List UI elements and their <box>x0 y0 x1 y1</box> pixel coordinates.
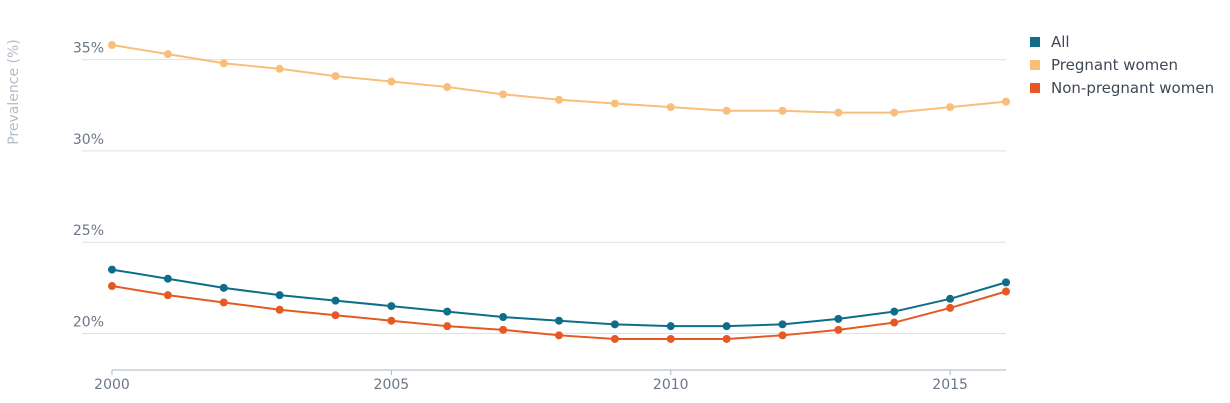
series-all <box>108 265 1010 331</box>
data-point-all-2011[interactable] <box>722 322 731 331</box>
data-point-non-pregnant-women-2003[interactable] <box>275 305 284 314</box>
data-point-non-pregnant-women-2015[interactable] <box>946 303 955 312</box>
legend-label-pregnant-women: Pregnant women <box>1051 56 1178 74</box>
y-axis: 20% 25% 30% 35% <box>73 41 104 331</box>
data-point-all-2012[interactable] <box>778 320 787 329</box>
data-point-all-2016[interactable] <box>1002 278 1010 287</box>
data-point-non-pregnant-women-2010[interactable] <box>666 334 675 343</box>
data-point-non-pregnant-women-2013[interactable] <box>834 325 843 334</box>
data-point-pregnant-women-2001[interactable] <box>163 50 172 59</box>
data-point-non-pregnant-women-2007[interactable] <box>499 325 508 334</box>
y-tick-label-35: 35% <box>73 41 104 57</box>
data-point-pregnant-women-2008[interactable] <box>555 95 563 104</box>
y-tick-label-20: 20% <box>73 314 104 330</box>
legend-label-all: All <box>1051 33 1070 51</box>
series-non-pregnant-women <box>108 282 1010 343</box>
data-point-pregnant-women-2006[interactable] <box>443 83 452 92</box>
y-tick-label-30: 30% <box>73 132 104 148</box>
data-point-all-2006[interactable] <box>443 307 452 316</box>
data-point-pregnant-women-2004[interactable] <box>331 72 340 81</box>
data-point-all-2003[interactable] <box>275 291 284 300</box>
x-tick-label-2005: 2005 <box>374 377 410 393</box>
data-point-all-2004[interactable] <box>331 296 340 305</box>
data-point-pregnant-women-2015[interactable] <box>946 103 955 112</box>
data-point-non-pregnant-women-2001[interactable] <box>163 291 172 300</box>
data-point-pregnant-women-2016[interactable] <box>1002 97 1010 106</box>
data-point-non-pregnant-women-2009[interactable] <box>610 334 619 343</box>
x-tick-label-2010: 2010 <box>653 377 689 393</box>
data-point-pregnant-women-2005[interactable] <box>387 77 396 86</box>
data-point-all-2002[interactable] <box>219 283 228 292</box>
x-axis: 2000 2005 2010 2015 <box>94 369 1006 393</box>
series-layer <box>108 41 1010 343</box>
legend[interactable]: All Pregnant women Non-pregnant women <box>1030 33 1214 97</box>
data-point-pregnant-women-2003[interactable] <box>275 64 284 73</box>
data-point-pregnant-women-2013[interactable] <box>834 108 843 117</box>
data-point-pregnant-women-2000[interactable] <box>108 41 116 50</box>
data-point-all-2007[interactable] <box>499 313 508 322</box>
data-point-all-2009[interactable] <box>610 320 619 329</box>
x-tick-label-2015: 2015 <box>932 377 968 393</box>
data-point-non-pregnant-women-2012[interactable] <box>778 331 787 340</box>
data-point-non-pregnant-women-2014[interactable] <box>890 318 899 327</box>
data-point-pregnant-women-2002[interactable] <box>219 59 228 68</box>
data-point-non-pregnant-women-2002[interactable] <box>219 298 228 307</box>
data-point-all-2014[interactable] <box>890 307 899 316</box>
series-line-non-pregnant-women <box>111 285 1007 340</box>
y-tick-label-25: 25% <box>73 223 104 239</box>
data-point-non-pregnant-women-2011[interactable] <box>722 334 731 343</box>
data-point-pregnant-women-2014[interactable] <box>890 108 899 117</box>
data-point-all-2013[interactable] <box>834 314 843 323</box>
data-point-all-2005[interactable] <box>387 302 396 311</box>
gridlines <box>82 59 1006 334</box>
data-point-all-2010[interactable] <box>666 322 675 331</box>
data-point-non-pregnant-women-2000[interactable] <box>108 282 116 291</box>
data-point-non-pregnant-women-2006[interactable] <box>443 322 452 331</box>
data-point-pregnant-women-2011[interactable] <box>722 106 731 115</box>
data-point-all-2001[interactable] <box>163 274 172 283</box>
series-pregnant-women <box>108 41 1010 117</box>
y-axis-title: Prevalence (%) <box>6 39 22 145</box>
data-point-all-2000[interactable] <box>108 265 116 274</box>
legend-item-pregnant-women[interactable]: Pregnant women <box>1030 56 1178 74</box>
legend-item-all[interactable]: All <box>1030 33 1070 51</box>
legend-swatch-pregnant-women <box>1030 60 1040 70</box>
data-point-non-pregnant-women-2004[interactable] <box>331 311 340 320</box>
data-point-non-pregnant-women-2016[interactable] <box>1002 287 1010 296</box>
data-point-all-2015[interactable] <box>946 294 955 303</box>
data-point-pregnant-women-2010[interactable] <box>666 103 675 112</box>
x-tick-label-2000: 2000 <box>94 377 130 393</box>
data-point-non-pregnant-women-2005[interactable] <box>387 316 396 325</box>
data-point-non-pregnant-women-2008[interactable] <box>555 331 563 340</box>
legend-item-non-pregnant-women[interactable]: Non-pregnant women <box>1030 79 1214 97</box>
data-point-pregnant-women-2009[interactable] <box>610 99 619 108</box>
legend-swatch-all <box>1030 37 1040 47</box>
data-point-pregnant-women-2012[interactable] <box>778 106 787 115</box>
data-point-pregnant-women-2007[interactable] <box>499 90 508 99</box>
data-point-all-2008[interactable] <box>555 316 563 325</box>
legend-swatch-non-pregnant-women <box>1030 83 1040 93</box>
legend-label-non-pregnant-women: Non-pregnant women <box>1051 79 1214 97</box>
